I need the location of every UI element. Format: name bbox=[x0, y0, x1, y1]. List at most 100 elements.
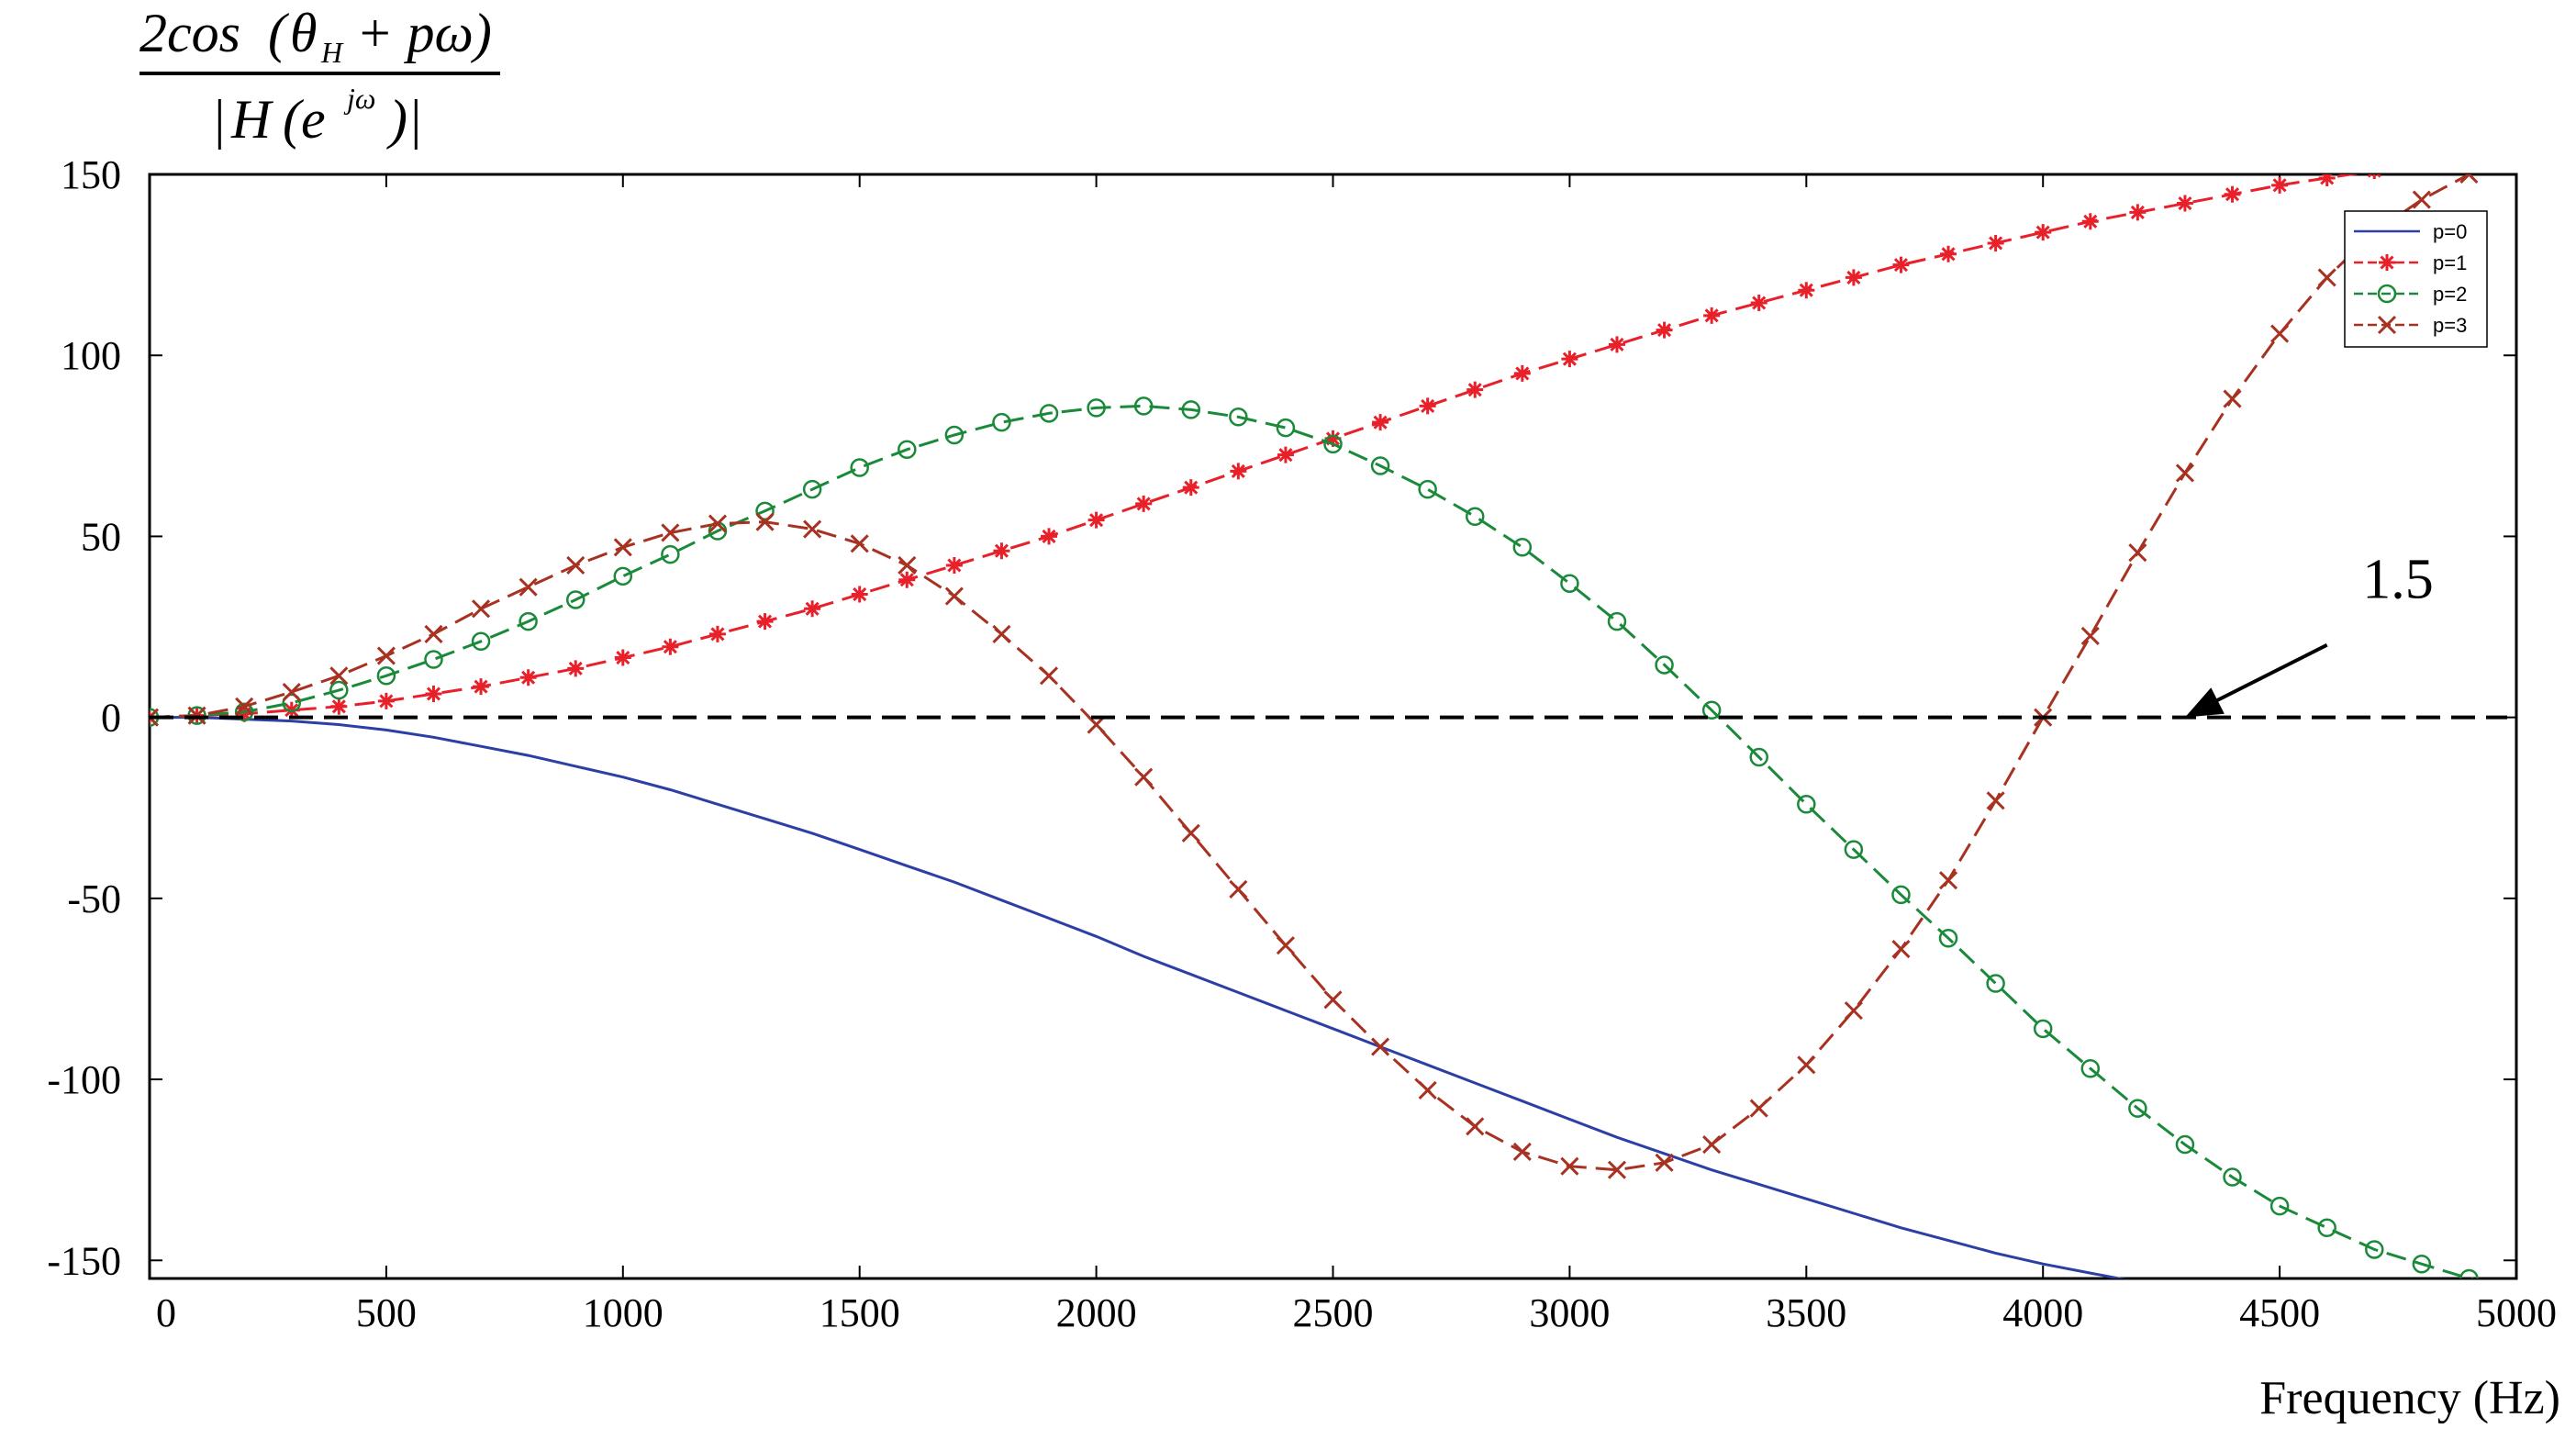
y-tick-label: 100 bbox=[61, 333, 121, 378]
y-axis-label: 2cos ( θ H + pω) | H (e jω )| bbox=[139, 3, 500, 150]
data-point bbox=[2367, 174, 2381, 180]
data-point bbox=[1087, 398, 1106, 418]
series-p-3 bbox=[150, 174, 2479, 1179]
data-point bbox=[1608, 336, 1625, 353]
data-point bbox=[1797, 1055, 1816, 1075]
x-tick-label: 0 bbox=[156, 1290, 176, 1335]
legend-entry: p=3 bbox=[2354, 314, 2467, 337]
data-point bbox=[1844, 840, 1864, 859]
data-point bbox=[1418, 479, 1437, 499]
y-tick-label: -150 bbox=[47, 1238, 121, 1283]
data-point bbox=[1561, 351, 1578, 368]
data-point bbox=[2414, 155, 2430, 172]
x-tick-label: 4500 bbox=[2239, 1290, 2320, 1335]
data-point bbox=[2128, 1099, 2147, 1118]
legend-label: p=0 bbox=[2433, 220, 2467, 243]
data-point bbox=[851, 586, 868, 603]
ylabel-coef: 2cos bbox=[139, 3, 240, 63]
data-point bbox=[2459, 174, 2479, 184]
data-point bbox=[2081, 213, 2099, 230]
x-axis-label: Frequency (Hz) bbox=[2259, 1372, 2560, 1424]
data-point bbox=[2224, 185, 2241, 203]
data-point bbox=[1560, 574, 1579, 593]
data-point bbox=[1466, 1117, 1485, 1136]
data-point bbox=[1891, 885, 1911, 905]
data-point bbox=[565, 590, 585, 609]
data-point bbox=[2412, 190, 2431, 209]
ylabel-abs-close: )| bbox=[386, 89, 422, 150]
y-tick-label: -100 bbox=[47, 1057, 121, 1102]
data-point bbox=[1323, 990, 1343, 1010]
legend-label: p=1 bbox=[2433, 251, 2467, 274]
data-point bbox=[1560, 1156, 1579, 1176]
data-point bbox=[329, 666, 349, 686]
data-point bbox=[1276, 418, 1296, 438]
series-p-2 bbox=[150, 396, 2479, 1278]
x-tick-label: 2000 bbox=[1056, 1290, 1137, 1335]
data-point bbox=[1655, 655, 1674, 675]
data-point bbox=[850, 534, 869, 553]
data-point bbox=[1182, 479, 1199, 497]
data-point bbox=[1607, 1160, 1627, 1179]
data-point bbox=[756, 613, 774, 631]
data-point bbox=[1039, 404, 1059, 423]
data-point bbox=[1701, 700, 1722, 720]
data-point bbox=[802, 479, 822, 499]
data-point bbox=[2379, 254, 2395, 271]
data-point bbox=[2033, 1019, 2053, 1039]
data-point bbox=[473, 678, 490, 696]
data-point bbox=[2317, 268, 2336, 287]
data-point bbox=[2377, 284, 2397, 304]
data-point bbox=[1797, 795, 1816, 814]
ylabel-exp-sup: jω bbox=[343, 82, 375, 115]
legend-entry: p=2 bbox=[2354, 283, 2467, 306]
data-point bbox=[2377, 315, 2397, 335]
data-point bbox=[471, 631, 491, 652]
data-point bbox=[1039, 666, 1059, 686]
data-point bbox=[2271, 176, 2289, 194]
x-tick-label: 500 bbox=[356, 1290, 417, 1335]
data-point bbox=[2080, 626, 2100, 645]
y-tick-label: -50 bbox=[67, 876, 121, 921]
data-point bbox=[1135, 495, 1153, 512]
x-tick-label: 5000 bbox=[2476, 1290, 2557, 1335]
data-point bbox=[1229, 407, 1248, 427]
series-p-0 bbox=[150, 716, 2126, 1278]
data-point bbox=[1845, 269, 1862, 286]
data-point bbox=[898, 555, 917, 575]
data-point bbox=[1277, 446, 1294, 463]
data-point bbox=[566, 555, 585, 575]
data-point bbox=[1891, 940, 1911, 959]
data-point bbox=[1512, 1142, 1532, 1162]
data-point bbox=[1892, 256, 1910, 273]
data-point bbox=[282, 682, 301, 702]
data-point bbox=[519, 669, 537, 687]
data-point bbox=[1041, 528, 1058, 545]
legend-entry: p=1 bbox=[2354, 251, 2467, 274]
data-point bbox=[2175, 1134, 2195, 1155]
y-tick-label: 50 bbox=[81, 514, 121, 559]
data-point bbox=[898, 440, 917, 460]
data-point bbox=[2128, 543, 2147, 563]
data-point bbox=[2365, 1240, 2384, 1259]
data-point bbox=[1986, 974, 2005, 993]
data-point bbox=[424, 650, 443, 669]
x-tick-label: 3500 bbox=[1766, 1290, 1846, 1335]
data-point bbox=[944, 425, 965, 445]
data-point bbox=[2223, 389, 2242, 408]
y-tick-label: 150 bbox=[61, 152, 121, 197]
series-line bbox=[150, 404, 2476, 1278]
ylabel-theta: θ bbox=[290, 3, 317, 63]
data-point bbox=[1133, 396, 1154, 416]
data-point bbox=[1798, 282, 1815, 299]
data-point bbox=[2459, 1268, 2479, 1278]
data-point bbox=[613, 538, 632, 557]
data-point bbox=[1229, 879, 1248, 899]
y-tick-label: 0 bbox=[101, 696, 121, 741]
data-point bbox=[2129, 204, 2147, 221]
legend: p=0 p=1 p=2 p=3 bbox=[2344, 210, 2488, 348]
data-point bbox=[329, 680, 349, 700]
data-point bbox=[1087, 511, 1105, 529]
data-point bbox=[1750, 295, 1768, 312]
series-line bbox=[150, 174, 2472, 1172]
